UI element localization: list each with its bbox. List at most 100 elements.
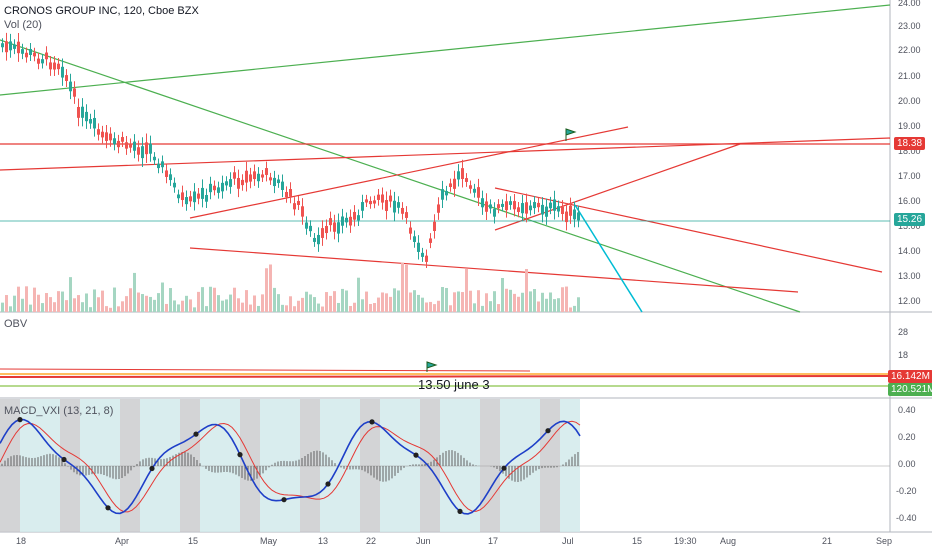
macd-tick: 0.40 [898, 405, 916, 415]
symbol-legend[interactable]: CRONOS GROUP INC, 120, Cboe BZX [4, 5, 199, 17]
candle-body [305, 222, 308, 229]
candle-body [393, 200, 396, 213]
candle-body [329, 218, 332, 226]
candle-body [153, 156, 156, 161]
candle-body [173, 182, 176, 188]
volume-bar [549, 292, 552, 312]
volume-bar [429, 301, 432, 312]
macd-shade [20, 399, 40, 532]
obv-legend[interactable]: OBV [4, 318, 28, 330]
volume-bar [269, 264, 272, 312]
candle-body [353, 211, 356, 220]
candle-body [357, 215, 360, 221]
candle-body [189, 196, 192, 202]
volume-bar [213, 287, 216, 312]
candle-body [33, 52, 36, 57]
candle-body [201, 187, 204, 199]
volume-bar [569, 307, 572, 312]
candle-body [69, 81, 72, 92]
volume-bar [561, 287, 564, 312]
volume-bar [21, 298, 24, 312]
candle-body [157, 163, 160, 169]
candle-body [517, 207, 520, 212]
candle-body [533, 202, 536, 209]
time-tick: 15 [188, 536, 199, 546]
macd-shade [320, 399, 340, 532]
volume-bar [345, 290, 348, 312]
volume-bar [397, 290, 400, 312]
candle-body [37, 58, 40, 64]
macd-shade [200, 399, 220, 532]
candle-body [129, 143, 132, 148]
volume-bar [229, 294, 232, 312]
volume-bar [325, 292, 328, 312]
price-tick: 22.00 [898, 45, 921, 55]
volume-bar [329, 295, 332, 312]
flag-marker [565, 128, 577, 141]
candle-body [485, 201, 488, 212]
candle-body [29, 49, 32, 55]
candle-body [457, 171, 460, 180]
macd-shade [100, 399, 120, 532]
volume-bar [125, 296, 128, 312]
candle-body [113, 138, 116, 145]
volume-bar [225, 299, 228, 312]
candle-body [233, 172, 236, 179]
volume-bar [517, 296, 520, 312]
macd-tick: -0.20 [896, 486, 917, 496]
candle-body [73, 88, 76, 97]
candle-body [145, 142, 148, 155]
candle-body [333, 222, 336, 232]
volume-legend[interactable]: Vol (20) [4, 19, 42, 31]
trendline [0, 39, 801, 313]
price-tick: 12.00 [898, 296, 921, 306]
volume-bar [197, 291, 200, 312]
candle-body [297, 200, 300, 205]
cross-marker [149, 465, 155, 472]
candle-body [497, 204, 500, 209]
volume-bar [205, 306, 208, 312]
volume-bar [241, 302, 244, 312]
volume-bar [381, 292, 384, 312]
macd-shade [220, 399, 240, 532]
flag-marker [426, 361, 438, 372]
volume-bar [401, 262, 404, 312]
candle-body [81, 106, 84, 118]
volume-bar [141, 294, 144, 312]
price-tick: 19.00 [898, 121, 921, 131]
volume-bar [441, 287, 444, 312]
candle-body [441, 189, 444, 200]
volume-bar [285, 305, 288, 312]
time-tick: 22 [366, 536, 377, 546]
candle-body [477, 187, 480, 198]
candle-body [341, 216, 344, 226]
macd-shade [240, 399, 260, 532]
volume-bar [309, 294, 312, 312]
price-tick: 23.00 [898, 21, 921, 31]
volume-bar [353, 302, 356, 312]
volume-bar [473, 303, 476, 312]
macd-shade [520, 399, 540, 532]
note-annotation[interactable]: 13.50 june 3 [418, 377, 490, 392]
candle-body [461, 168, 464, 180]
volume-bar [457, 291, 460, 312]
candle-body [553, 199, 556, 211]
volume-bar [293, 306, 296, 312]
candle-body [169, 174, 172, 181]
volume-bar [53, 302, 56, 312]
cross-marker [413, 452, 419, 458]
volume-bar [261, 294, 264, 312]
candle-body [177, 194, 180, 199]
macd-legend[interactable]: MACD_VXI (13, 21, 8) [4, 405, 114, 417]
candle-body [121, 137, 124, 142]
time-tick: 17 [488, 536, 499, 546]
price-tick: 20.00 [898, 96, 921, 106]
volume-bar [509, 289, 512, 312]
obv-tick: 28 [898, 327, 909, 337]
volume-bar [1, 302, 4, 312]
volume-bar [577, 297, 580, 312]
volume-bar [189, 299, 192, 312]
volume-bar [97, 297, 100, 312]
